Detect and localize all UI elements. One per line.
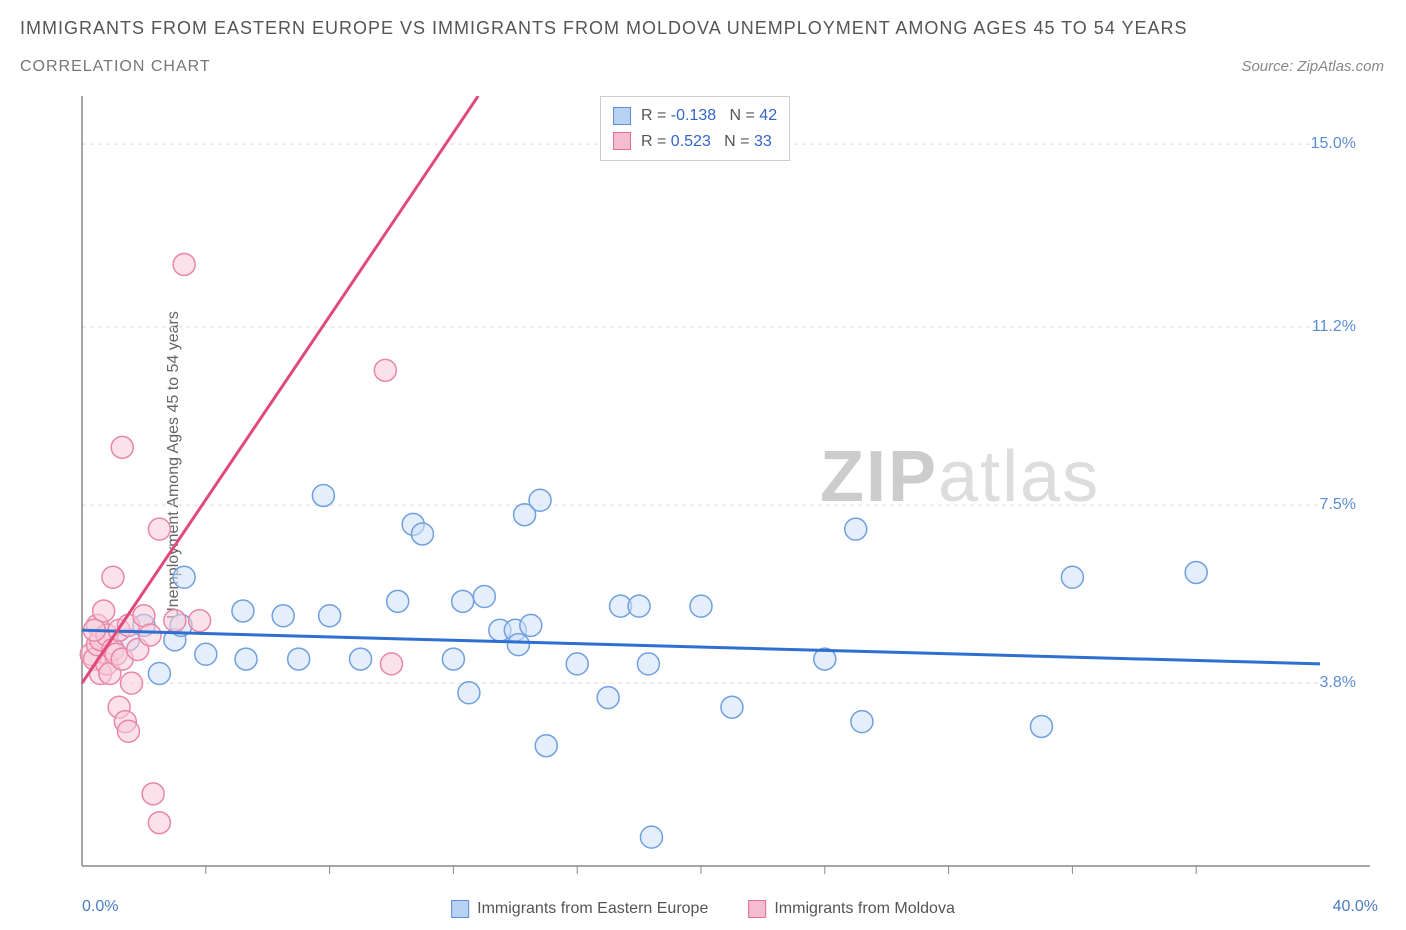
legend-swatch <box>613 132 631 150</box>
scatter-plot-svg <box>60 96 1386 890</box>
legend-item: Immigrants from Moldova <box>748 900 955 918</box>
y-tick-label: 3.8% <box>1320 674 1356 692</box>
legend-swatch <box>451 900 469 918</box>
y-tick-label: 7.5% <box>1320 496 1356 514</box>
chart-subtitle: CORRELATION CHART <box>20 58 211 76</box>
stats-row: R = -0.138 N = 42 <box>613 103 777 129</box>
legend-label: Immigrants from Eastern Europe <box>477 900 708 918</box>
x-max-label: 40.0% <box>1333 898 1378 916</box>
stats-legend-box: R = -0.138 N = 42R = 0.523 N = 33 <box>600 96 790 161</box>
source-attribution: Source: ZipAtlas.com <box>1241 58 1384 75</box>
legend-swatch <box>613 107 631 125</box>
legend-label: Immigrants from Moldova <box>774 900 955 918</box>
stats-row: R = 0.523 N = 33 <box>613 129 777 155</box>
series-legend: Immigrants from Eastern Europe Immigrants… <box>451 900 955 918</box>
chart-area: ZIPatlas R = -0.138 N = 42R = 0.523 N = … <box>60 96 1386 890</box>
legend-swatch <box>748 900 766 918</box>
chart-title: IMMIGRANTS FROM EASTERN EUROPE VS IMMIGR… <box>20 18 1188 39</box>
y-tick-label: 15.0% <box>1311 135 1356 153</box>
x-min-label: 0.0% <box>82 898 118 916</box>
y-tick-label: 11.2% <box>1312 318 1356 336</box>
legend-item: Immigrants from Eastern Europe <box>451 900 708 918</box>
